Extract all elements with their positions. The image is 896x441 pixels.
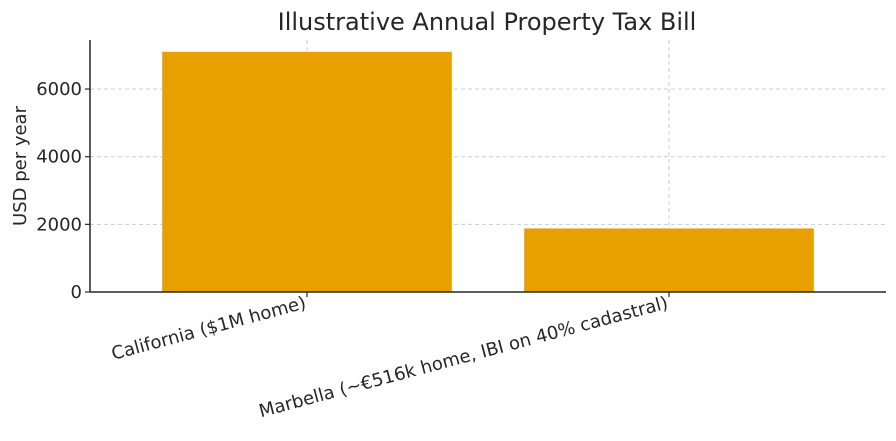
bar-1 [524, 228, 814, 292]
chart-title: Illustrative Annual Property Tax Bill [278, 8, 697, 36]
y-tick-label-0: 0 [71, 282, 82, 303]
y-tick-label-1: 2000 [36, 214, 82, 235]
x-tick-label-0: California ($1M home) [109, 293, 308, 365]
y-axis-label: USD per year [10, 105, 31, 226]
y-tick-label-3: 6000 [36, 79, 82, 100]
y-ticks: 0 2000 4000 6000 [36, 79, 90, 303]
y-tick-label-2: 4000 [36, 147, 82, 168]
bar-0 [162, 51, 452, 292]
x-category-labels: California ($1M home)Marbella (~€516k ho… [109, 292, 670, 422]
axes [89, 40, 886, 293]
bars [162, 51, 814, 292]
x-tick-label-1: Marbella (~€516k home, IBI on 40% cadast… [257, 293, 671, 423]
